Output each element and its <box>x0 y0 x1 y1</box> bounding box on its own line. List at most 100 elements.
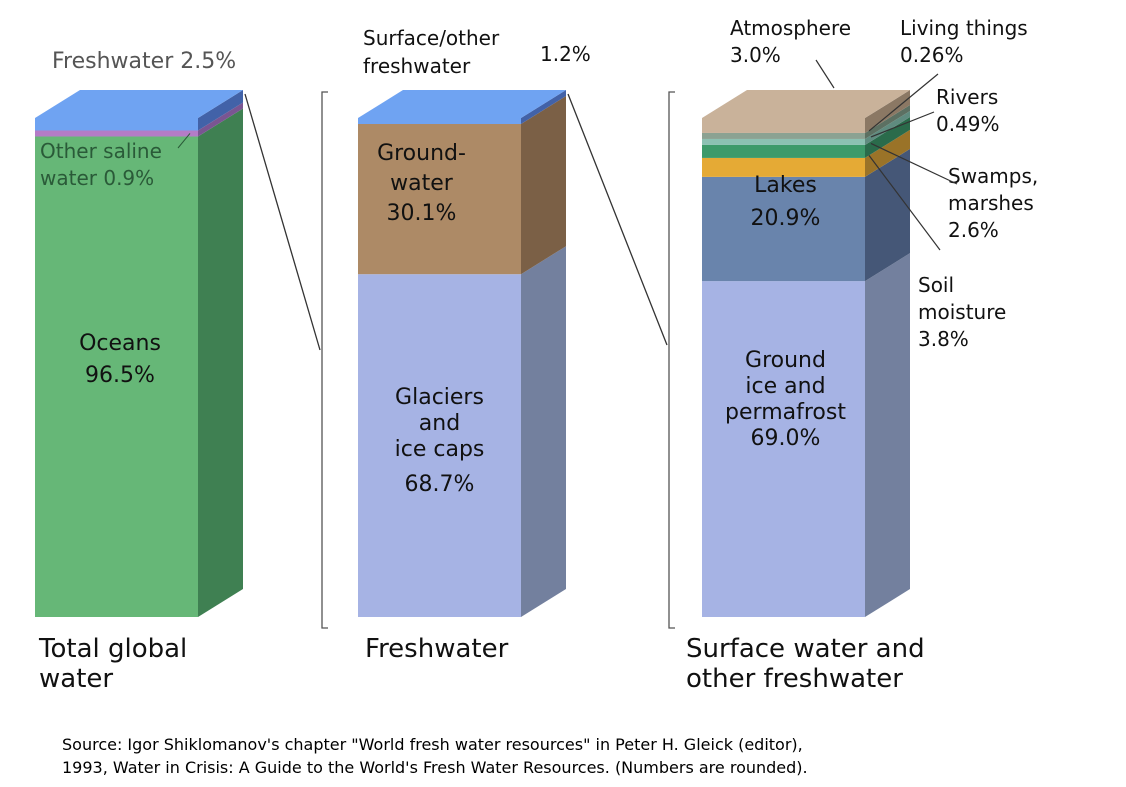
label-soil-moisture-line-3: 3.8% <box>918 327 969 351</box>
label-rivers: Rivers 0.49% <box>936 85 1000 136</box>
label-glaciers-line-2: and <box>419 411 460 436</box>
label-soil-moisture-line-1: Soil <box>918 273 954 297</box>
label-soil-moisture: Soil moisture 3.8% <box>918 273 1006 351</box>
label-other-saline-water-line-2: water 0.9% <box>40 166 154 190</box>
leader-living-things <box>868 73 939 132</box>
source-line-2: 1993, Water in Crisis: A Guide to the Wo… <box>62 758 808 777</box>
label-glaciers: Glaciers and ice caps <box>395 385 485 462</box>
label-living-things-line-2: 0.26% <box>900 43 964 67</box>
label-ground-ice: Ground ice and permafrost 69.0% <box>725 348 846 451</box>
category-label-freshwater-line-1: Freshwater <box>365 634 509 664</box>
segment-living-things-side <box>865 104 910 139</box>
label-lakes-line-2: 20.9% <box>751 206 821 231</box>
category-label-surface-water-and-other-freshwater: Surface water and other freshwater <box>686 634 925 694</box>
label-rivers-line-1: Rivers <box>936 85 998 109</box>
label-rivers-line-2: 0.49% <box>936 112 1000 136</box>
connector-surface <box>567 93 668 346</box>
segment-surface-other-freshwater-front <box>358 118 521 124</box>
segment-groundwater-side <box>521 96 566 275</box>
segment-glaciers-and-ice-caps-front <box>358 274 521 617</box>
category-label-total-global-water-line-1: Total global <box>38 634 187 664</box>
segment-atmosphere-top <box>702 90 910 118</box>
segment-atmosphere-front <box>702 118 865 133</box>
label-oceans-line-1: Oceans <box>79 331 161 356</box>
segment-surface-other-freshwater-top <box>358 90 566 118</box>
segment-groundwater-front <box>358 124 521 275</box>
bar-total-global-water <box>35 90 243 617</box>
segment-oceans-front <box>35 136 198 617</box>
leader-swamps <box>870 142 958 185</box>
segment-swamps-marshes-side <box>865 116 910 158</box>
label-swamps-marshes-line-3: 2.6% <box>948 218 999 242</box>
label-glaciers-value: 68.7% <box>405 472 475 497</box>
label-soil-moisture-line-2: moisture <box>918 300 1006 324</box>
segment-ground-ice-and-permafrost-side <box>865 253 910 617</box>
segment-soil-moisture-front <box>702 157 865 177</box>
category-label-freshwater: Freshwater <box>365 634 509 664</box>
label-surface-other-line-1: Surface/other <box>363 26 500 50</box>
segment-lakes-side <box>865 148 910 282</box>
label-swamps-marshes-line-1: Swamps, <box>948 164 1038 188</box>
bracket-surface-water <box>668 91 675 629</box>
category-label-total-global-water-line-2: water <box>39 664 113 694</box>
label-lakes: Lakes 20.9% <box>751 173 821 231</box>
segment-freshwater-top <box>35 90 243 118</box>
segment-freshwater-front <box>35 118 198 131</box>
label-ground-ice-line-4: 69.0% <box>751 426 821 451</box>
category-label-total-global-water: Total global water <box>38 634 187 694</box>
bracket-freshwater <box>321 91 328 629</box>
segment-rivers-side <box>865 110 910 145</box>
segment-rivers-front <box>702 138 865 145</box>
label-ground-ice-line-2: ice and <box>745 374 825 399</box>
category-label-surface-water-and-other-freshwater-line-2: other freshwater <box>686 664 903 694</box>
segment-lakes-front <box>702 176 865 282</box>
segment-swamps-marshes-front <box>702 144 865 158</box>
label-glaciers-value-line-1: 68.7% <box>405 472 475 497</box>
leader-atmosphere <box>815 59 835 89</box>
segment-living-things-front <box>702 132 865 139</box>
label-groundwater: Ground-water 30.1% <box>377 141 466 226</box>
label-glaciers-line-1: Glaciers <box>395 385 484 410</box>
label-surface-other-value-line-1: 1.2% <box>540 42 591 66</box>
label-atmosphere-line-1: Atmosphere <box>730 16 851 40</box>
label-groundwater-line-2: water <box>390 171 454 196</box>
bar-surface-water-and-other-freshwater <box>702 90 910 617</box>
segment-freshwater-side <box>198 90 243 131</box>
source-note: Source: Igor Shiklomanov's chapter "Worl… <box>62 733 808 779</box>
label-surface-other-line-2: freshwater <box>363 54 471 78</box>
label-lakes-line-1: Lakes <box>754 173 817 198</box>
label-freshwater: Freshwater 2.5% <box>52 49 236 74</box>
segment-ground-ice-and-permafrost-front <box>702 281 865 617</box>
label-atmosphere-line-2: 3.0% <box>730 43 781 67</box>
label-glaciers-line-3: ice caps <box>395 437 485 462</box>
label-swamps-marshes: Swamps, marshes 2.6% <box>948 164 1038 242</box>
label-living-things: Living things 0.26% <box>900 16 1028 67</box>
label-atmosphere: Atmosphere 3.0% <box>730 16 851 67</box>
leader-other-saline <box>177 133 191 149</box>
segment-other-saline-water-side <box>198 102 243 137</box>
label-surface-other: Surface/other freshwater <box>363 26 500 78</box>
label-freshwater-line-1: Freshwater 2.5% <box>52 49 236 74</box>
segment-oceans-side <box>198 108 243 617</box>
label-other-saline-water-line-1: Other saline <box>40 139 162 163</box>
leader-soil-moisture <box>868 155 941 251</box>
label-other-saline-water: Other saline water 0.9% <box>40 139 162 190</box>
label-ground-ice-line-3: permafrost <box>725 400 846 425</box>
source-line-1: Source: Igor Shiklomanov's chapter "Worl… <box>62 735 803 754</box>
segment-other-saline-water-front <box>35 130 198 137</box>
connector-freshwater <box>244 93 321 351</box>
label-swamps-marshes-line-2: marshes <box>948 191 1034 215</box>
segment-glaciers-and-ice-caps-side <box>521 246 566 617</box>
category-label-surface-water-and-other-freshwater-line-1: Surface water and <box>686 634 925 664</box>
label-living-things-line-1: Living things <box>900 16 1028 40</box>
leader-rivers <box>870 111 935 138</box>
label-oceans: Oceans 96.5% <box>79 331 161 388</box>
label-groundwater-line-3: 30.1% <box>387 201 457 226</box>
label-surface-other-value: 1.2% <box>540 42 591 66</box>
label-oceans-line-2: 96.5% <box>85 363 155 388</box>
label-groundwater-line-1: Ground- <box>377 141 466 166</box>
label-ground-ice-line-1: Ground <box>745 348 826 373</box>
bar-freshwater <box>358 90 566 617</box>
segment-surface-other-freshwater-side <box>521 90 566 124</box>
